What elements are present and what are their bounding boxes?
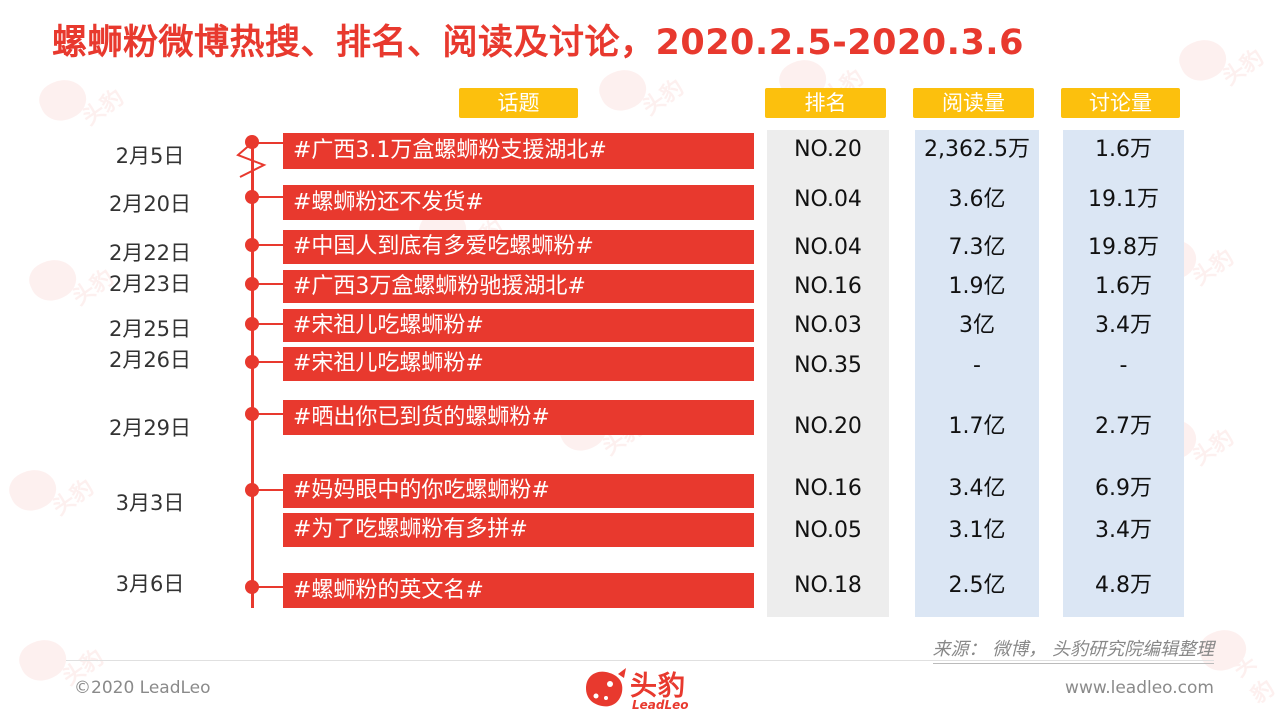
topic-bar: #中国人到底有多爱吃螺蛳粉# [283, 230, 754, 264]
reads-cell: 3.6亿 [948, 187, 1006, 212]
watermark-logo: 头豹 [1173, 32, 1269, 91]
rank-cell: NO.20 [794, 137, 862, 162]
timeline-date: 2月23日 [108, 272, 192, 296]
timeline-dot [245, 238, 259, 252]
discussions-cell: 4.8万 [1095, 573, 1152, 598]
topic-bar: #螺蛳粉还不发货# [283, 185, 754, 220]
rank-column-background [767, 130, 889, 617]
timeline-date: 3月3日 [115, 491, 185, 515]
discussions-cell: 6.9万 [1095, 476, 1152, 501]
rank-cell: NO.04 [794, 235, 862, 260]
leadleo-logo: 头豹 LeadLeo [580, 664, 720, 716]
reads-cell: 2.5亿 [948, 573, 1006, 598]
timeline-connector [253, 196, 284, 198]
timeline-connector [253, 323, 284, 325]
watermark-logo: 头豹 [3, 462, 99, 521]
timeline-connector [253, 361, 284, 363]
reads-cell: 7.3亿 [948, 235, 1006, 260]
page-title: 螺蛳粉微博热搜、排名、阅读及讨论，2020.2.5-2020.3.6 [52, 23, 1024, 63]
header-rank: 排名 [765, 88, 886, 118]
rank-cell: NO.20 [794, 414, 862, 439]
topic-bar: #广西3.1万盒螺蛳粉支援湖北# [283, 133, 754, 169]
timeline-dot [245, 317, 259, 331]
timeline-connector [253, 142, 284, 144]
source-note: 来源： 微博， 头豹研究院编辑整理 [932, 635, 1214, 664]
timeline-date: 3月6日 [115, 572, 185, 596]
topic-bar: #螺蛳粉的英文名# [283, 573, 754, 608]
timeline-line [251, 140, 254, 608]
rank-cell: NO.35 [794, 353, 862, 378]
discussions-cell: 19.8万 [1088, 235, 1159, 260]
header-topic: 话题 [459, 88, 578, 118]
timeline-date: 2月26日 [108, 348, 192, 372]
timeline-connector [253, 586, 284, 588]
topic-bar: #宋祖儿吃螺蛳粉# [283, 309, 754, 342]
timeline-date: 2月29日 [108, 416, 192, 440]
topic-bar: #为了吃螺蛳粉有多拼# [283, 513, 754, 547]
watermark-logo: 头豹 [33, 72, 129, 131]
topic-bar: #宋祖儿吃螺蛳粉# [283, 347, 754, 381]
rank-cell: NO.18 [794, 573, 862, 598]
discussions-cell: 19.1万 [1088, 187, 1159, 212]
discussions-cell: 2.7万 [1095, 414, 1152, 439]
leopard-head-icon [586, 668, 626, 707]
reads-cell: 3亿 [959, 313, 995, 338]
rank-cell: NO.03 [794, 313, 862, 338]
discussions-cell: 3.4万 [1095, 313, 1152, 338]
logo-subtext: LeadLeo [632, 698, 689, 712]
timeline-dot [245, 135, 259, 149]
timeline-connector [253, 413, 284, 415]
discussions-cell: 1.6万 [1095, 137, 1152, 162]
timeline-date: 2月22日 [108, 241, 192, 265]
timeline-connector [253, 244, 284, 246]
rank-cell: NO.16 [794, 476, 862, 501]
timeline-date: 2月20日 [108, 192, 192, 216]
reads-cell: 1.7亿 [948, 414, 1006, 439]
timeline-dot [245, 407, 259, 421]
topic-bar: #广西3万盒螺蛳粉驰援湖北# [283, 270, 754, 303]
header-reads: 阅读量 [913, 88, 1034, 118]
watermark-logo: 头豹 [593, 62, 689, 121]
discussions-column-background [1063, 130, 1184, 617]
timeline-break-icon [236, 143, 267, 178]
watermark-logo: 头豹 [13, 632, 109, 691]
reads-cell: - [973, 353, 981, 378]
timeline-date: 2月5日 [115, 144, 185, 168]
copyright-text: ©2020 LeadLeo [74, 678, 211, 698]
timeline-connector [253, 283, 284, 285]
discussions-cell: 3.4万 [1095, 518, 1152, 543]
timeline-dot [245, 355, 259, 369]
logo-text: 头豹 [630, 671, 686, 702]
timeline-date: 2月25日 [108, 317, 192, 341]
reads-cell: 3.4亿 [948, 476, 1006, 501]
topic-bar: #妈妈眼中的你吃螺蛳粉# [283, 474, 754, 508]
website-link[interactable]: www.leadleo.com [1065, 678, 1214, 698]
timeline-dot [245, 190, 259, 204]
rank-cell: NO.16 [794, 274, 862, 299]
footer-divider [66, 660, 1214, 661]
discussions-cell: 1.6万 [1095, 274, 1152, 299]
header-discussions: 讨论量 [1061, 88, 1180, 118]
timeline-dot [245, 277, 259, 291]
timeline-connector [253, 489, 284, 491]
timeline-dot [245, 580, 259, 594]
timeline-dot [245, 483, 259, 497]
discussions-cell: - [1119, 353, 1128, 378]
rank-cell: NO.04 [794, 187, 862, 212]
reads-cell: 2,362.5万 [924, 137, 1030, 162]
reads-cell: 3.1亿 [948, 518, 1006, 543]
topic-bar: #晒出你已到货的螺蛳粉# [283, 400, 754, 435]
reads-column-background [915, 130, 1039, 617]
rank-cell: NO.05 [794, 518, 862, 543]
reads-cell: 1.9亿 [948, 274, 1006, 299]
